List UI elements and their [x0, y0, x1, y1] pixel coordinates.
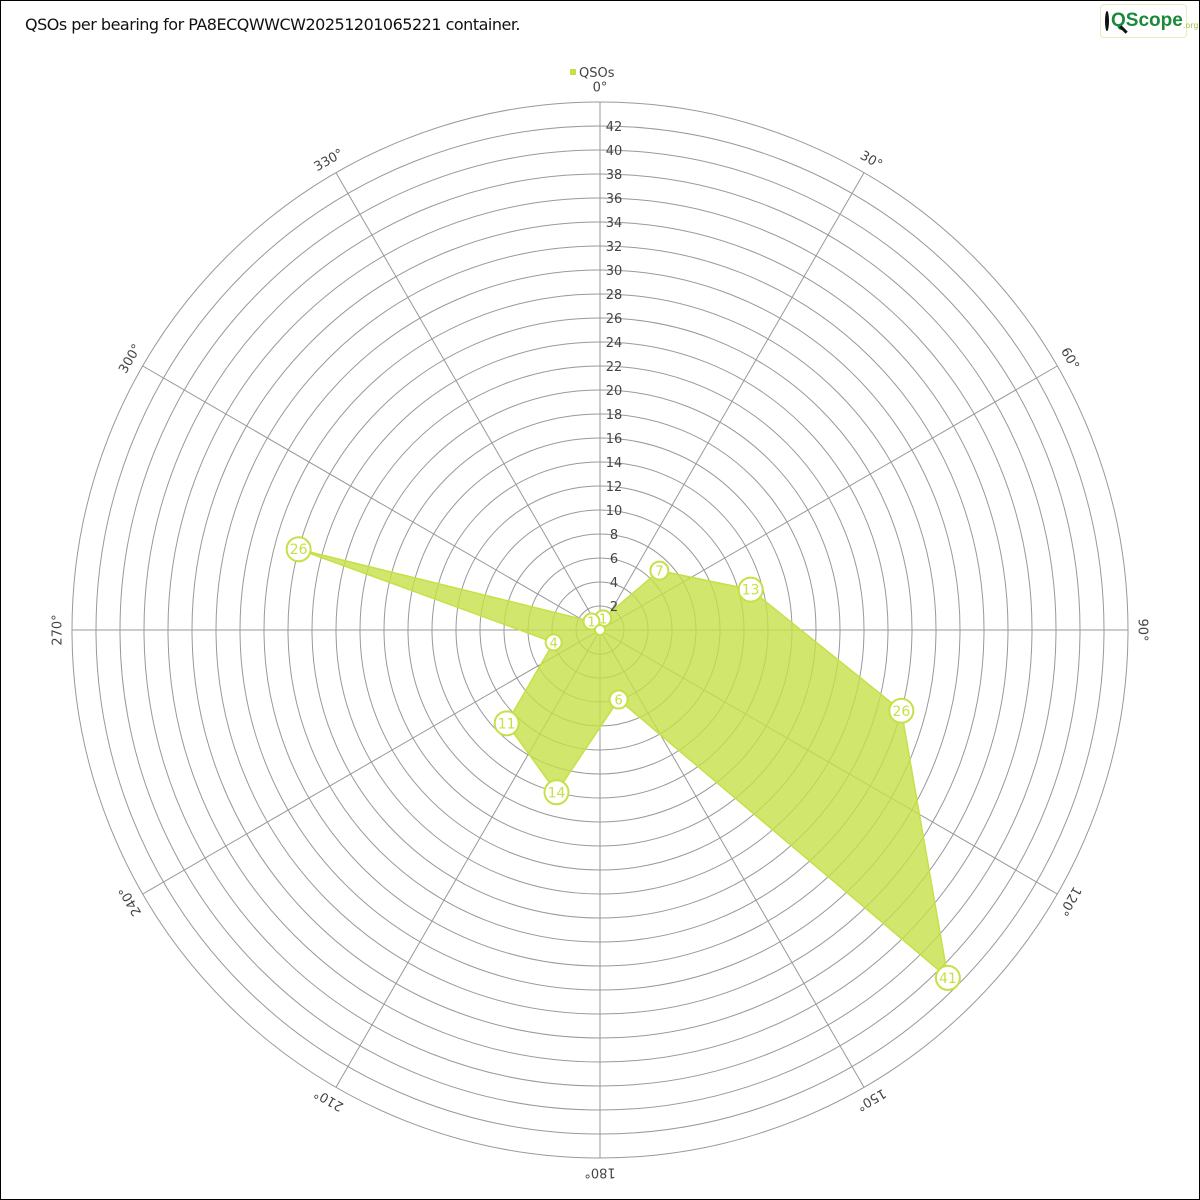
angle-tick-label: 330°: [312, 146, 347, 175]
data-label: 1: [599, 612, 607, 627]
radial-tick-label: 36: [606, 192, 623, 207]
radial-tick-label: 20: [606, 384, 623, 399]
data-label: 14: [548, 785, 566, 801]
series-area: [298, 548, 949, 980]
radial-tick-label: 6: [610, 552, 618, 567]
grid-spoke: [142, 365, 601, 631]
radial-tick-label: 32: [606, 240, 623, 255]
logo-text: QScope: [1111, 10, 1183, 31]
qscope-logo[interactable]: QScope .org: [1100, 4, 1198, 38]
radial-tick-label: 12: [606, 480, 623, 495]
data-point: [649, 560, 670, 581]
data-label: 13: [742, 583, 760, 599]
data-point: [544, 633, 563, 652]
radial-tick-label: 22: [606, 360, 623, 375]
data-label: 1: [587, 616, 595, 631]
radial-tick-label: 30: [606, 264, 623, 279]
radial-tick-label: 38: [606, 168, 623, 183]
radial-tick-label: 8: [610, 528, 618, 543]
magnifier-icon: [1105, 11, 1109, 31]
data-label: 7: [655, 565, 663, 580]
angle-tick-label: 300°: [116, 342, 145, 377]
data-label: 41: [939, 971, 957, 987]
data-point: [493, 710, 520, 737]
radial-tick-label: 40: [606, 144, 623, 159]
data-point: [934, 964, 961, 991]
data-label: 26: [290, 542, 308, 558]
data-point: [594, 624, 606, 636]
legend-swatch: [570, 69, 576, 75]
data-point: [543, 779, 570, 806]
chart-title: QSOs per bearing for PA8ECQWWCW202512010…: [25, 15, 521, 34]
radial-tick-label: 4: [610, 576, 618, 591]
grid-spoke: [599, 172, 865, 631]
data-point: [582, 612, 601, 631]
data-point: [285, 536, 312, 563]
angle-tick-label: 210°: [312, 1085, 347, 1114]
angle-tick-label: 270°: [51, 614, 66, 645]
radial-tick-label: 16: [606, 432, 623, 447]
legend-label: QSOs: [579, 66, 615, 81]
radial-tick-label: 26: [606, 312, 623, 327]
angle-tick-label: 60°: [1057, 345, 1082, 372]
data-label: 26: [892, 704, 910, 720]
angle-tick-label: 0°: [593, 81, 608, 96]
radial-tick-label: 34: [606, 216, 623, 231]
angle-tick-label: 90°: [1135, 618, 1150, 641]
radial-tick-label: 10: [606, 504, 623, 519]
data-point: [888, 697, 915, 724]
angle-tick-label: 240°: [116, 884, 145, 919]
data-point: [608, 689, 629, 710]
data-point: [737, 576, 764, 603]
radial-tick-label: 28: [606, 288, 623, 303]
angle-tick-label: 30°: [857, 148, 884, 173]
radial-tick-label: 24: [606, 336, 623, 351]
grid-spoke: [335, 172, 601, 631]
grid-spoke: [142, 629, 601, 895]
radial-tick-label: 18: [606, 408, 623, 423]
data-label: 4: [549, 636, 557, 651]
radial-tick-label: 42: [606, 120, 623, 135]
data-label: 11: [498, 716, 516, 732]
radial-tick-label: 14: [606, 456, 623, 471]
angle-tick-label: 150°: [854, 1085, 889, 1114]
data-label: 6: [614, 694, 622, 709]
logo-suffix: .org: [1182, 20, 1199, 30]
angle-tick-label: 120°: [1055, 884, 1084, 919]
radial-tick-label: 2: [610, 600, 618, 615]
angle-tick-label: 180°: [584, 1165, 615, 1180]
